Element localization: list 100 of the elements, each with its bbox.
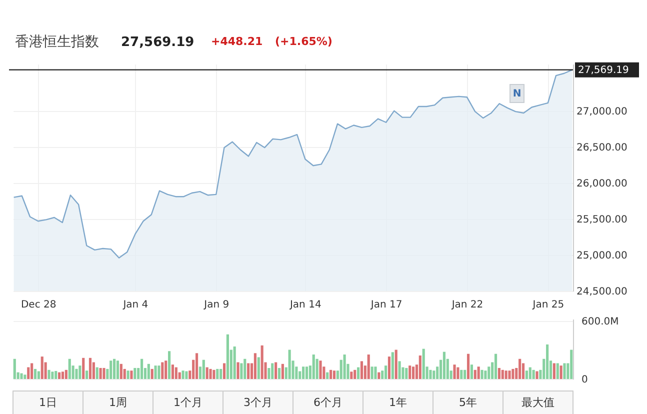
text: 27,569.19 [121, 35, 194, 50]
bar [278, 368, 281, 379]
bar [257, 357, 260, 379]
bar [408, 366, 412, 379]
bar [102, 368, 106, 379]
bar [370, 366, 374, 379]
bar [418, 355, 422, 379]
bar [116, 360, 120, 379]
bar [51, 372, 54, 379]
text: 1年 [389, 396, 407, 409]
bar [130, 370, 133, 379]
bar [96, 367, 98, 379]
y-tick-label: 24,500.00 [576, 286, 628, 298]
bar [532, 370, 535, 379]
bar [332, 370, 336, 379]
bar [92, 362, 95, 379]
bar [244, 358, 246, 379]
bar [220, 368, 222, 379]
bar [429, 370, 432, 379]
bar [460, 370, 463, 379]
bar [398, 361, 401, 379]
bar [508, 370, 511, 379]
bar [305, 366, 308, 379]
bar [78, 366, 82, 379]
bar [357, 367, 360, 379]
bar [394, 350, 398, 379]
bar [456, 367, 460, 379]
bar [161, 362, 164, 379]
x-tick-label: Jan 9 [203, 300, 230, 310]
bar [195, 353, 198, 379]
text: 最大值 [522, 396, 554, 409]
bar [75, 368, 78, 379]
bar [174, 367, 178, 379]
y-tick-label: 26,000.00 [576, 178, 628, 190]
bar [354, 370, 356, 379]
bar [350, 372, 353, 379]
bar [126, 370, 130, 379]
bar [202, 360, 205, 379]
bar [222, 363, 226, 379]
bar [86, 370, 88, 379]
bar [24, 374, 26, 379]
bar [464, 370, 466, 379]
bar [27, 367, 30, 379]
bar [391, 352, 394, 379]
bar [367, 354, 370, 379]
bar [171, 364, 174, 379]
bar [432, 370, 436, 379]
bar [82, 358, 85, 379]
bar [522, 363, 525, 379]
bar [528, 367, 532, 379]
bar [536, 371, 538, 379]
bar [88, 358, 92, 379]
x-tick-label: Jan 14 [288, 300, 322, 310]
chart-title: 香港恒生指数 [15, 34, 99, 50]
bar [271, 363, 274, 379]
text: 6个月 [314, 396, 342, 409]
bar [384, 366, 388, 379]
bar [134, 368, 136, 379]
text: 1周 [109, 396, 127, 409]
bar [30, 363, 34, 379]
x-tick-label: Dec 28 [20, 300, 56, 310]
bar [560, 366, 562, 379]
bar [185, 371, 188, 379]
bar [504, 370, 508, 379]
bar [453, 364, 456, 379]
bar [552, 363, 556, 379]
bar [563, 363, 566, 379]
bar [247, 363, 250, 379]
bar [140, 358, 144, 379]
x-tick-label: Jan 4 [122, 300, 148, 310]
bar [150, 368, 154, 379]
bar [240, 363, 243, 379]
bar [64, 370, 68, 379]
bar [120, 364, 122, 379]
bar [99, 368, 102, 379]
bar [518, 358, 522, 379]
bar [374, 366, 377, 379]
bar [525, 370, 528, 379]
bar [378, 372, 380, 379]
bar [164, 360, 168, 379]
bar [412, 366, 415, 379]
bar [233, 346, 236, 379]
bar [330, 370, 332, 379]
bar [319, 360, 322, 379]
text: (+1.65%) [275, 35, 332, 48]
bar [442, 352, 446, 379]
bar [480, 370, 484, 379]
bar [546, 344, 549, 379]
bar [477, 366, 480, 379]
text: 1个月 [174, 396, 202, 409]
bar [302, 366, 305, 379]
text: 1日 [39, 396, 57, 409]
bar [388, 356, 391, 379]
bar [54, 370, 58, 379]
y-tick-label: 27,000.00 [576, 106, 628, 118]
bar [343, 354, 346, 379]
bar [494, 354, 498, 379]
annotation: N [512, 88, 522, 100]
bar [360, 361, 364, 379]
bar [570, 350, 573, 379]
